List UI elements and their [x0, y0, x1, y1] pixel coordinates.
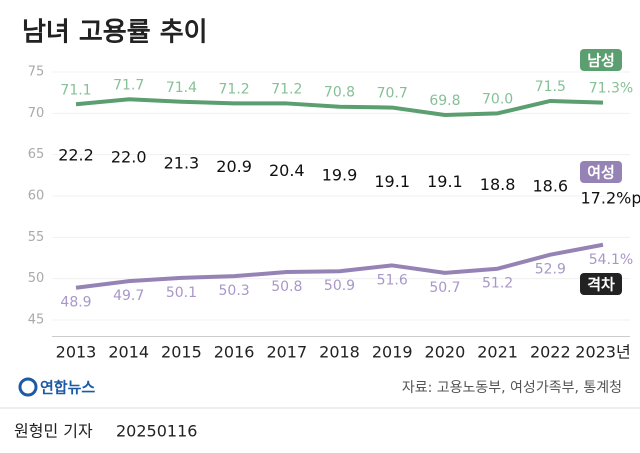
- x-tick-label: 2016: [214, 343, 255, 362]
- legend-label: 남성: [587, 52, 615, 70]
- value-label: 71.7: [113, 77, 144, 93]
- value-label: 17.2%p: [581, 189, 640, 208]
- value-label: 71.1: [60, 82, 91, 98]
- x-tick-label: 2017: [266, 343, 307, 362]
- logo: 연합뉴스: [40, 379, 95, 397]
- x-tick-label: 2015: [161, 343, 202, 362]
- value-label: 70.8: [324, 85, 355, 101]
- x-tick-label: 2018: [319, 343, 360, 362]
- x-tick-label: 2013: [56, 343, 97, 362]
- legend-box: [580, 273, 622, 295]
- value-label: 51.6: [377, 272, 408, 288]
- logo-icon: [18, 377, 38, 397]
- value-label: 69.8: [429, 93, 460, 109]
- value-label: 22.0: [111, 147, 147, 166]
- value-label: 71.2: [219, 81, 250, 97]
- value-label: 48.9: [60, 295, 91, 311]
- y-tick-label: 65: [28, 147, 45, 162]
- chart-title: 남녀 고용률 추이: [22, 18, 208, 48]
- x-tick-label: 2020: [425, 343, 466, 362]
- x-tick-label: 2014: [108, 343, 149, 362]
- value-label: 70.7: [377, 86, 408, 102]
- y-tick-label: 45: [28, 312, 45, 327]
- legend-label: 격차: [587, 276, 615, 294]
- legend-box: [580, 49, 622, 71]
- value-label: 70.0: [482, 91, 513, 107]
- legend-box: [580, 161, 622, 183]
- series-line: [75, 242, 604, 290]
- value-label: 71.2: [271, 81, 302, 97]
- x-tick-label: 2022: [530, 343, 571, 362]
- value-label: 51.2: [482, 276, 513, 292]
- value-label: 19.1: [427, 172, 463, 191]
- legend-label: 여성: [587, 164, 615, 182]
- x-tick-label: 2023년: [575, 343, 630, 362]
- value-label: 50.8: [271, 279, 302, 295]
- y-tick-label: 50: [28, 271, 45, 286]
- value-label: 19.1: [374, 172, 410, 191]
- x-tick-label: 2021: [477, 343, 518, 362]
- value-label: 20.4: [269, 161, 305, 180]
- source: 자료: 고용노동부, 여성가족부, 통계청: [402, 380, 622, 396]
- value-label: 18.6: [532, 177, 568, 196]
- value-label: 22.2: [58, 146, 94, 165]
- y-tick-label: 55: [28, 230, 45, 245]
- value-label: 71.3%: [589, 81, 633, 97]
- value-label: 54.1%: [589, 252, 633, 268]
- y-tick-label: 70: [28, 106, 45, 121]
- value-label: 21.3: [164, 153, 200, 172]
- value-label: 50.9: [324, 278, 355, 294]
- value-label: 19.9: [322, 165, 358, 184]
- series-line: [75, 97, 604, 118]
- y-tick-label: 60: [28, 189, 45, 204]
- value-label: 71.5: [535, 79, 566, 95]
- value-label: 20.9: [216, 157, 252, 176]
- value-label: 52.9: [535, 262, 566, 278]
- y-tick-label: 75: [28, 65, 45, 80]
- x-tick-label: 2019: [372, 343, 413, 362]
- value-label: 18.8: [480, 175, 516, 194]
- value-label: 71.4: [166, 80, 197, 96]
- reporter: 원형민 기자: [14, 422, 93, 441]
- value-label: 50.7: [429, 280, 460, 296]
- value-label: 49.7: [113, 288, 144, 304]
- value-label: 50.1: [166, 285, 197, 301]
- value-label: 50.3: [219, 283, 250, 299]
- date: 20250116: [116, 422, 197, 441]
